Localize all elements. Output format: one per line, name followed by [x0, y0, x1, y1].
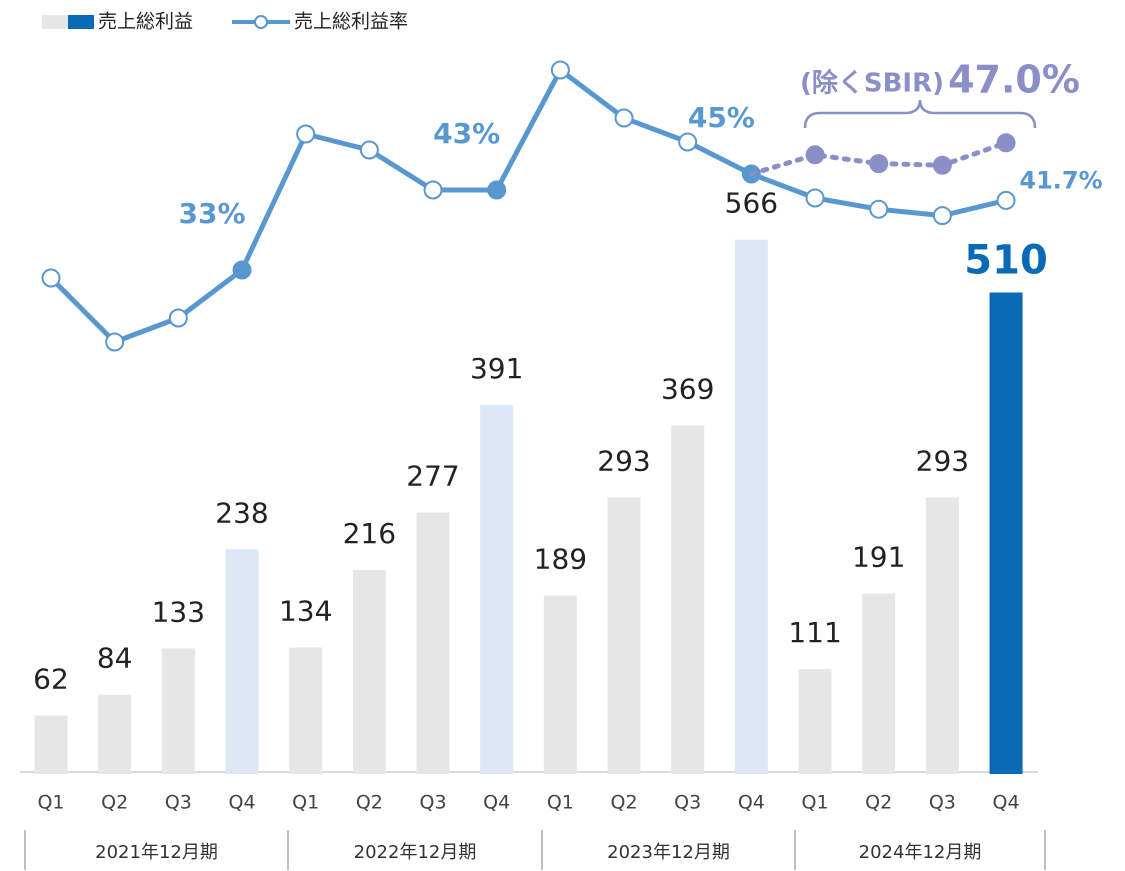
- marker: [105, 332, 125, 352]
- brace: [803, 99, 1037, 129]
- data-label: 43%: [433, 117, 500, 150]
- x-tick-label: Q2: [101, 792, 128, 814]
- x-tick-label: Q3: [674, 792, 701, 814]
- line: [49, 67, 1007, 345]
- bar: [161, 648, 195, 774]
- bar: [925, 497, 959, 774]
- annotation: 47.0%: [948, 58, 1080, 102]
- marker: [932, 155, 952, 175]
- marker: [232, 260, 252, 280]
- bar: [798, 669, 832, 774]
- bar: [225, 549, 259, 774]
- x-tick-label: Q2: [865, 792, 892, 814]
- marker: [869, 154, 889, 174]
- group-label: 2024年12月期: [859, 842, 982, 863]
- marker: [296, 124, 316, 144]
- group-label: 2021年12月期: [95, 842, 218, 863]
- data-label: 369: [661, 373, 714, 406]
- bar: [671, 425, 705, 774]
- marker: [996, 133, 1016, 153]
- bar: [862, 593, 896, 774]
- x-tick-label: Q1: [547, 792, 574, 814]
- data-label: 191: [852, 541, 905, 574]
- x-tick-label: Q3: [419, 792, 446, 814]
- data-label: 111: [788, 616, 841, 649]
- data-label: 134: [279, 594, 332, 627]
- x-tick-label: Q2: [611, 792, 638, 814]
- x-tick-label: Q1: [292, 792, 319, 814]
- legend-swatch: [68, 15, 94, 29]
- data-label: 62: [33, 662, 69, 695]
- x-tick-label: Q1: [802, 792, 829, 814]
- marker: [359, 140, 379, 160]
- legend-label: 売上総利益率: [294, 11, 408, 33]
- data-label: 189: [534, 543, 587, 576]
- x-tick-label: Q4: [228, 792, 255, 814]
- marker: [614, 108, 634, 128]
- data-label: 566: [725, 187, 778, 220]
- bar: [607, 497, 641, 774]
- marker: [869, 199, 889, 219]
- data-label: 216: [343, 517, 396, 550]
- marker: [423, 180, 443, 200]
- annotation: (除くSBIR): [800, 68, 944, 99]
- marker: [932, 206, 952, 226]
- bar: [543, 595, 577, 774]
- data-label: 45%: [688, 101, 755, 134]
- legend-label: 売上総利益: [98, 11, 193, 33]
- x-tick-label: Q4: [483, 792, 510, 814]
- data-label: 277: [406, 459, 459, 492]
- marker: [168, 308, 188, 328]
- data-label: 133: [152, 595, 205, 628]
- marker: [805, 188, 825, 208]
- marker: [805, 145, 825, 165]
- bar: [416, 512, 450, 774]
- bar: [34, 715, 68, 774]
- marker: [487, 180, 507, 200]
- marker: [550, 60, 570, 80]
- x-tick-label: Q1: [37, 792, 64, 814]
- marker: [996, 190, 1016, 210]
- group-label: 2022年12月期: [354, 842, 477, 863]
- data-label: 238: [215, 496, 268, 529]
- x-tick-label: Q3: [165, 792, 192, 814]
- data-label: 33%: [178, 197, 245, 230]
- data-label: 293: [916, 444, 969, 477]
- bar: [480, 404, 514, 774]
- data-label: 293: [597, 444, 650, 477]
- bar: [989, 292, 1023, 774]
- marker: [41, 268, 61, 288]
- x-tick-label: Q3: [929, 792, 956, 814]
- legend: 売上総利益 売上総利益率: [42, 11, 408, 33]
- bar: [734, 239, 768, 774]
- x-tick-label: Q2: [356, 792, 383, 814]
- data-label: 391: [470, 352, 523, 385]
- data-label: 510: [964, 238, 1048, 284]
- legend-swatch: [42, 15, 68, 29]
- bar: [289, 647, 323, 774]
- bar: [98, 694, 132, 774]
- group-label: 2023年12月期: [607, 842, 730, 863]
- bar: [352, 570, 386, 774]
- marker: [678, 132, 698, 152]
- x-tick-label: Q4: [738, 792, 765, 814]
- data-label: 41.7%: [1019, 166, 1102, 194]
- legend-swatch: [254, 15, 268, 29]
- data-label: 84: [97, 642, 133, 675]
- x-tick-label: Q4: [993, 792, 1020, 814]
